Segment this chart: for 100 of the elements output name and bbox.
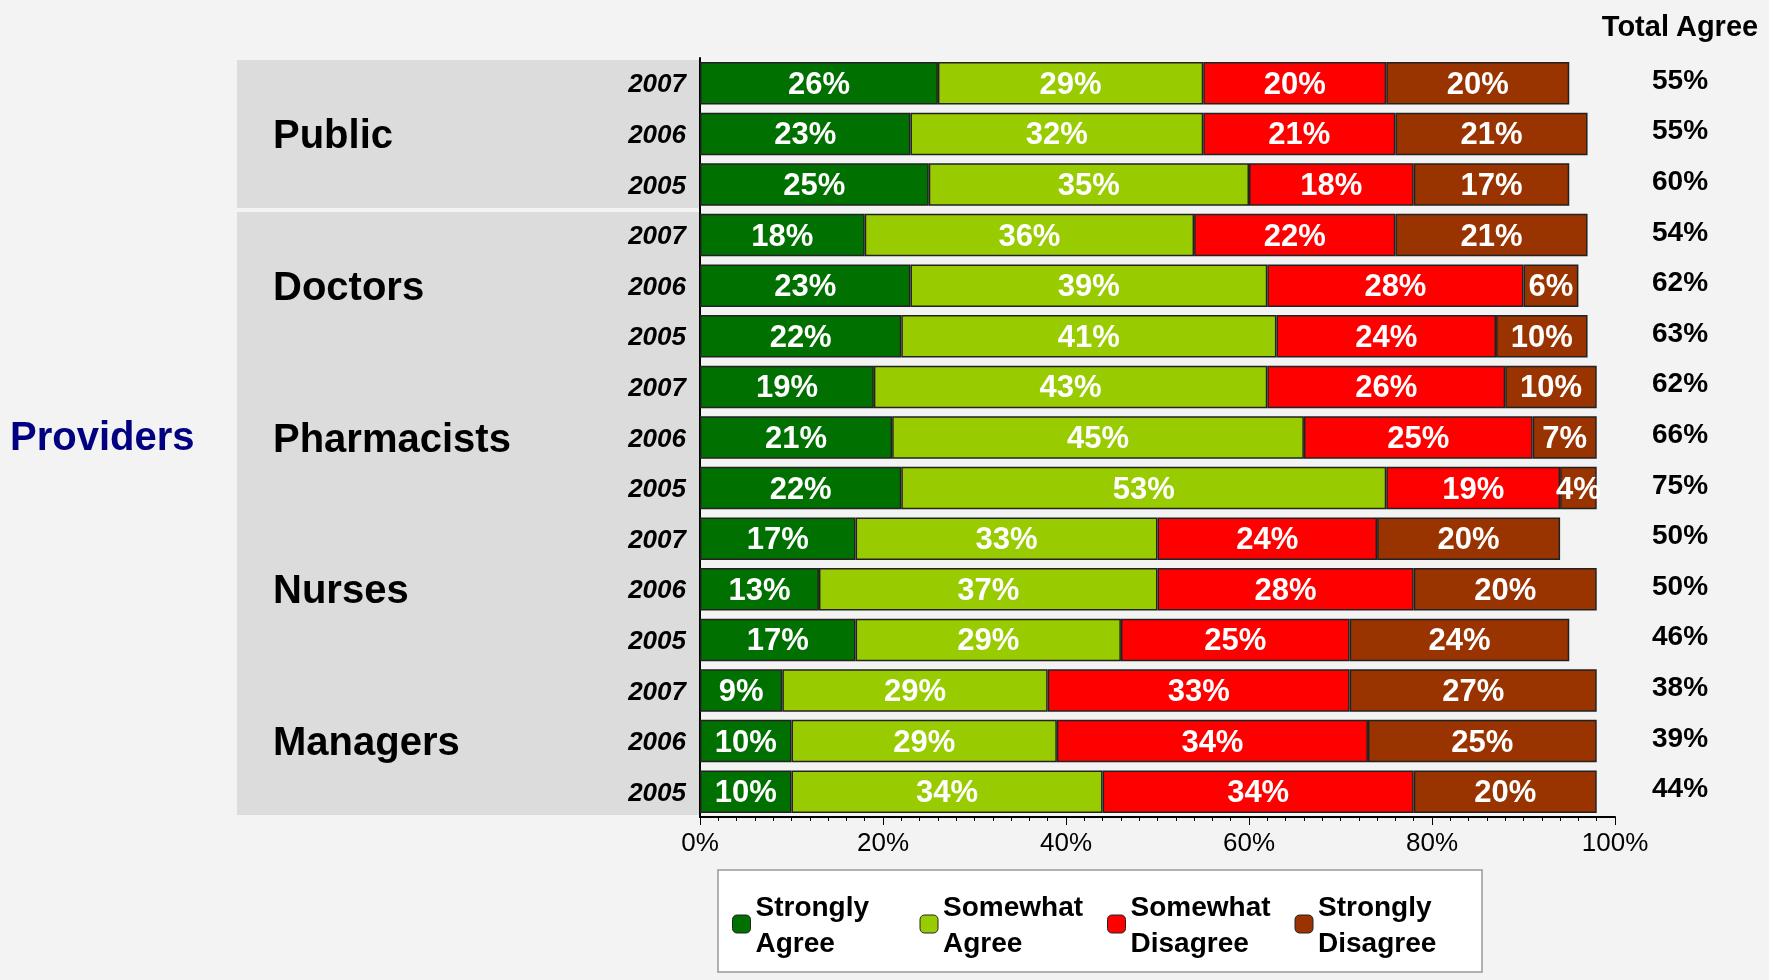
data-label: 19%	[755, 369, 818, 405]
data-label: 10%	[1510, 318, 1573, 354]
y-tick-label: 2005	[627, 624, 687, 655]
data-label: 28%	[1364, 268, 1427, 304]
y-tick-label: 2005	[627, 169, 687, 200]
data-label: 6%	[1528, 268, 1574, 304]
data-label: 18%	[1300, 167, 1363, 202]
y-tick-label: 2007	[627, 220, 688, 251]
data-label: 33%	[1167, 673, 1230, 708]
data-label: 29%	[893, 723, 956, 759]
data-label: 24%	[1236, 521, 1299, 557]
text: Doctors	[273, 263, 425, 308]
data-label: 10%	[714, 774, 777, 810]
data-label: 17%	[746, 622, 809, 658]
data-label: 17%	[1460, 167, 1523, 202]
x-tick-label: 60%	[1222, 827, 1276, 857]
legend-label: Somewhat Disagree	[1130, 890, 1279, 958]
data-label: 21%	[1268, 116, 1331, 152]
y-tick-label: 2007	[627, 675, 688, 706]
data-label: 43%	[1039, 369, 1102, 405]
data-label: 27%	[1442, 673, 1505, 708]
text: 54%	[1651, 215, 1709, 247]
data-label: 34%	[916, 774, 979, 810]
text: Pharmacists	[273, 415, 511, 460]
data-label: 10%	[1519, 369, 1582, 405]
text: 39%	[1651, 721, 1709, 753]
x-tick-label: 20%	[856, 827, 910, 857]
data-label: 20%	[1474, 774, 1537, 810]
text: 62%	[1651, 266, 1709, 298]
data-label: 45%	[1067, 420, 1130, 455]
text: 66%	[1651, 418, 1709, 449]
data-label: 25%	[783, 167, 846, 202]
data-label: 20%	[1263, 65, 1326, 101]
data-label: 7%	[1542, 420, 1588, 455]
legend-label: Strongly Agree	[755, 890, 877, 958]
text: 55%	[1651, 114, 1709, 146]
text: Managers	[273, 719, 460, 764]
text: 46%	[1651, 620, 1709, 652]
y-tick-label: 2005	[627, 776, 687, 807]
text: 55%	[1651, 63, 1709, 95]
data-label: 18%	[751, 217, 814, 253]
data-label: 29%	[957, 622, 1020, 658]
data-label: 34%	[1181, 723, 1244, 759]
text: 50%	[1651, 519, 1709, 551]
y-tick-label: 2006	[627, 270, 687, 301]
text: Total Agree	[1601, 10, 1759, 42]
text: 60%	[1651, 165, 1709, 196]
data-label: 20%	[1437, 521, 1500, 557]
legend-label: Somewhat Agree	[943, 890, 1091, 958]
data-label: 39%	[1057, 268, 1120, 304]
data-label: 13%	[728, 571, 791, 607]
text: Nurses	[273, 567, 409, 612]
x-tick-label: 80%	[1405, 827, 1459, 857]
y-tick-label: 2007	[627, 371, 688, 402]
data-label: 21%	[765, 420, 828, 455]
text: 75%	[1651, 468, 1709, 500]
y-tick-label: 2006	[627, 118, 687, 149]
y-tick-label: 2005	[627, 321, 687, 352]
data-label: 29%	[1039, 65, 1102, 101]
data-label: 37%	[957, 571, 1020, 607]
data-label: 22%	[769, 470, 832, 506]
text: 62%	[1651, 367, 1709, 399]
data-label: 22%	[769, 318, 832, 354]
data-label: 17%	[746, 521, 809, 557]
data-label: 24%	[1355, 318, 1418, 354]
y-tick-label: 2007	[627, 68, 688, 99]
x-tick-label: 40%	[1039, 827, 1093, 857]
data-label: 41%	[1057, 318, 1120, 354]
y-tick-label: 2006	[627, 726, 687, 757]
data-label: 26%	[787, 65, 850, 101]
data-label: 23%	[774, 268, 837, 304]
data-label: 34%	[1227, 774, 1290, 810]
data-label: 19%	[1442, 470, 1505, 506]
data-label: 20%	[1446, 65, 1509, 101]
data-label: 29%	[884, 673, 947, 708]
data-label: 21%	[1460, 217, 1523, 253]
y-tick-label: 2007	[627, 523, 688, 554]
x-tick-label: 0%	[681, 827, 719, 857]
text: Public	[273, 111, 394, 156]
data-label: 9%	[718, 673, 764, 708]
text: Providers	[10, 413, 195, 458]
data-label: 10%	[714, 723, 777, 759]
data-label: 26%	[1355, 369, 1418, 405]
data-label: 32%	[1025, 116, 1088, 152]
text: 50%	[1651, 569, 1709, 601]
data-label: 25%	[1451, 723, 1514, 759]
x-tick-label: 100%	[1581, 827, 1649, 857]
y-tick-label: 2006	[627, 574, 687, 605]
data-label: 22%	[1263, 217, 1326, 253]
data-label: 53%	[1112, 470, 1175, 506]
legend-label: Strongly Disagree	[1318, 890, 1440, 958]
y-tick-label: 2006	[627, 422, 687, 453]
data-label: 24%	[1428, 622, 1491, 658]
data-label: 36%	[998, 217, 1061, 253]
data-label: 20%	[1474, 571, 1537, 607]
text: 63%	[1651, 316, 1709, 348]
data-label: 23%	[774, 116, 837, 152]
data-label: 21%	[1460, 116, 1523, 152]
data-label: 25%	[1204, 622, 1267, 658]
text: 38%	[1651, 671, 1709, 702]
